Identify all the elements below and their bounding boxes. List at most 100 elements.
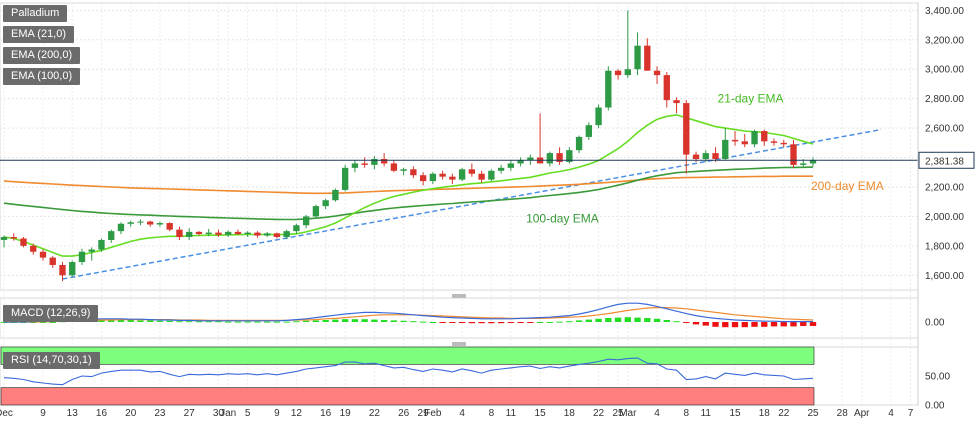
x-tick-label: Mar bbox=[619, 408, 637, 419]
x-tick-label: 5 bbox=[245, 408, 251, 419]
macd-bar bbox=[400, 320, 407, 322]
x-tick-label: 8 bbox=[684, 408, 690, 419]
x-tick-label: 11 bbox=[701, 408, 712, 419]
macd-bar bbox=[468, 322, 476, 324]
candle-body bbox=[712, 153, 719, 160]
macd-bar bbox=[351, 319, 359, 322]
x-tick-label: 25 bbox=[807, 408, 819, 419]
price-tick-label: 2,200.00 bbox=[925, 182, 964, 193]
macd-bar bbox=[702, 322, 709, 326]
macd-bar bbox=[624, 317, 631, 322]
candle-body bbox=[254, 232, 261, 236]
annotation-label: 21-day EMA bbox=[718, 92, 784, 106]
macd-bar bbox=[507, 322, 515, 323]
candle-body bbox=[156, 223, 164, 225]
candle-body bbox=[312, 206, 320, 217]
candle-body bbox=[683, 103, 690, 155]
candle-body bbox=[273, 233, 281, 238]
candle-body bbox=[186, 231, 193, 238]
candle-body bbox=[663, 75, 670, 101]
macd-bar bbox=[215, 321, 222, 323]
x-tick-label: 25 bbox=[612, 408, 624, 419]
x-tick-label: 12 bbox=[291, 408, 303, 419]
candle-body bbox=[722, 139, 729, 160]
price-tick-label: 3,200.00 bbox=[925, 35, 964, 46]
macd-bar bbox=[780, 322, 787, 327]
macd-bar bbox=[302, 320, 310, 322]
x-tick-label: 28 bbox=[837, 408, 849, 419]
candle-body bbox=[341, 167, 349, 190]
candle-body bbox=[546, 153, 553, 164]
candle-body bbox=[439, 173, 446, 177]
candle-body bbox=[293, 225, 300, 232]
candle-body bbox=[0, 237, 8, 240]
candle-body bbox=[39, 251, 47, 258]
panel-resize-handle bbox=[452, 342, 466, 346]
legend-palladium[interactable]: Palladium bbox=[3, 5, 68, 22]
macd-bar bbox=[390, 320, 398, 322]
candle-body bbox=[497, 167, 505, 171]
candle-body bbox=[371, 159, 378, 165]
macd-bar bbox=[497, 322, 505, 324]
legend-rsi[interactable]: RSI (14,70,30,1) bbox=[3, 352, 100, 369]
macd-bar bbox=[692, 322, 700, 325]
candle-body bbox=[225, 231, 232, 235]
candle-body bbox=[390, 163, 398, 171]
macd-bar bbox=[478, 322, 485, 324]
legend-macd[interactable]: MACD (12,26,9) bbox=[3, 305, 99, 322]
candle-body bbox=[108, 231, 115, 240]
candle-body bbox=[770, 141, 778, 143]
x-tick-label: 13 bbox=[67, 408, 79, 419]
candle-body bbox=[517, 160, 524, 164]
macd-bar bbox=[380, 320, 388, 322]
macd-bar bbox=[663, 320, 670, 322]
annotation-label: 100-day EMA bbox=[526, 212, 599, 226]
candle-body bbox=[264, 233, 271, 236]
rsi-tick-label: 50.00 bbox=[925, 372, 950, 383]
candle-body bbox=[751, 131, 758, 145]
macd-bar bbox=[225, 321, 232, 323]
x-tick-label: 23 bbox=[154, 408, 166, 419]
candle-body bbox=[332, 189, 339, 201]
macd-bar bbox=[449, 322, 456, 323]
candle-body bbox=[380, 159, 388, 164]
x-tick-label: 4 bbox=[459, 408, 465, 419]
macd-bar bbox=[644, 318, 651, 322]
candle-body bbox=[98, 239, 105, 250]
x-tick-label: 11 bbox=[506, 408, 517, 419]
x-tick-label: 7 bbox=[908, 408, 914, 419]
macd-bar bbox=[361, 319, 368, 322]
candle-body bbox=[673, 100, 680, 104]
candle-body bbox=[800, 163, 807, 165]
rsi-tick-label: 0.00 bbox=[925, 401, 945, 412]
candle-body bbox=[585, 125, 592, 137]
macd-bar bbox=[585, 319, 592, 322]
candle-body bbox=[30, 245, 37, 252]
macd-bar bbox=[254, 321, 261, 323]
macd-bar bbox=[205, 321, 212, 323]
candle-body bbox=[634, 45, 641, 70]
macd-bar bbox=[108, 320, 115, 322]
candle-body bbox=[176, 229, 183, 238]
price-tick-label: 3,000.00 bbox=[925, 65, 964, 76]
legend-ema-100[interactable]: EMA (100,0) bbox=[3, 68, 81, 85]
macd-bar bbox=[809, 322, 817, 326]
candle-body bbox=[205, 232, 212, 235]
macd-bar bbox=[566, 321, 573, 323]
ema200-line bbox=[3, 175, 813, 195]
x-tick-label: 15 bbox=[729, 408, 741, 419]
candle-body bbox=[731, 139, 739, 142]
x-tick-label: 16 bbox=[320, 408, 332, 419]
legend-ema-21[interactable]: EMA (21,0) bbox=[3, 26, 75, 43]
x-tick-label: 27 bbox=[184, 408, 196, 419]
macd-bar bbox=[429, 322, 437, 323]
macd-bar bbox=[419, 321, 427, 323]
candle-body bbox=[702, 153, 709, 160]
x-tick-label: 22 bbox=[778, 408, 790, 419]
macd-bar bbox=[741, 322, 748, 328]
macd-bar bbox=[244, 321, 251, 323]
legend-ema-200[interactable]: EMA (200,0) bbox=[3, 47, 81, 64]
macd-bar bbox=[761, 322, 768, 327]
price-tick-label: 2,800.00 bbox=[925, 94, 964, 105]
